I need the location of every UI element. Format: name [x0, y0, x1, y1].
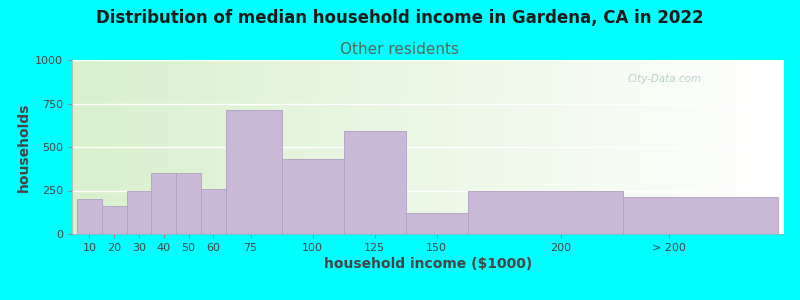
Y-axis label: households: households: [17, 102, 31, 192]
Bar: [468, 191, 622, 234]
Bar: [282, 159, 344, 234]
Bar: [406, 213, 468, 234]
Bar: [176, 173, 201, 234]
Text: Distribution of median household income in Gardena, CA in 2022: Distribution of median household income …: [96, 9, 704, 27]
Bar: [102, 206, 126, 234]
Bar: [622, 197, 778, 234]
Bar: [77, 199, 102, 234]
Text: City-Data.com: City-Data.com: [627, 74, 702, 84]
Text: Other residents: Other residents: [341, 42, 459, 57]
Bar: [344, 131, 406, 234]
Bar: [226, 110, 282, 234]
Bar: [201, 189, 226, 234]
Bar: [151, 173, 176, 234]
X-axis label: household income ($1000): household income ($1000): [324, 257, 532, 271]
Bar: [126, 190, 151, 234]
